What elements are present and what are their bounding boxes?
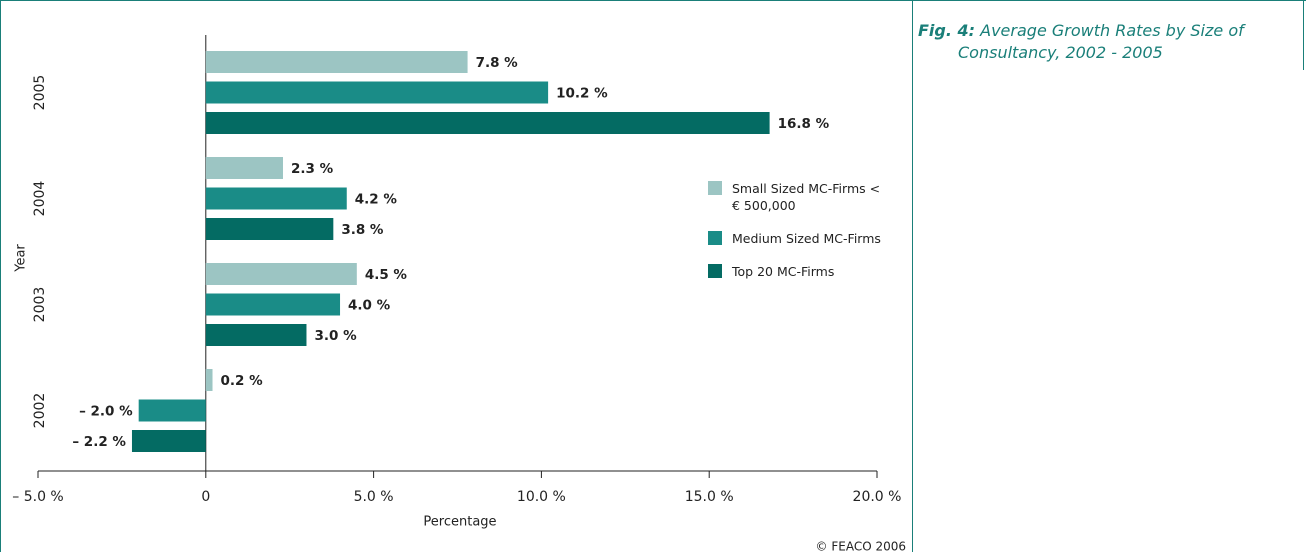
x-tick-label: 15.0 %: [685, 489, 734, 505]
source: © FEACO 2006: [816, 540, 906, 552]
value-label: 4.5 %: [365, 267, 408, 283]
value-label: 16.8 %: [778, 116, 830, 132]
value-label: – 2.0 %: [79, 404, 133, 420]
value-label: 2.3 %: [291, 161, 334, 177]
bar: [205, 187, 347, 210]
legend-label: Medium Sized MC-Firms: [732, 231, 881, 246]
y-axis-label: Year: [14, 244, 29, 273]
x-tick-label: 10.0 %: [517, 489, 566, 505]
value-label: – 2.2 %: [72, 434, 126, 450]
bar: [205, 369, 213, 391]
bar: [205, 157, 283, 179]
bar: [205, 81, 549, 104]
bar: [131, 430, 206, 452]
x-tick-label: 20.0 %: [853, 489, 902, 505]
y-tick-label: 2003: [32, 287, 48, 323]
chart-title: Average Growth Rates by Size of Consulta…: [958, 21, 1244, 62]
y-tick-label: 2004: [32, 181, 48, 217]
frame: [0, 0, 913, 552]
bar: [205, 112, 770, 134]
x-tick-label: 5.0 %: [354, 489, 394, 505]
bar: [138, 399, 206, 422]
bar: [205, 324, 307, 346]
y-tick-label: 2002: [32, 393, 48, 429]
x-axis-label: Percentage: [423, 515, 496, 530]
figure-label: Fig. 4:: [918, 21, 976, 40]
legend-label: Top 20 MC-Firms: [732, 264, 835, 279]
bar: [205, 218, 334, 240]
legend-item: Top 20 MC-Firms: [708, 263, 898, 280]
x-tick-label: – 5.0 %: [12, 489, 63, 505]
legend-item: Small Sized MC-Firms < € 500,000: [708, 180, 898, 214]
legend-label: Small Sized MC-Firms < € 500,000: [732, 181, 881, 213]
y-tick-label: 2005: [32, 75, 48, 111]
value-label: 10.2 %: [556, 86, 608, 102]
legend: Small Sized MC-Firms < € 500,000 Medium S…: [708, 180, 898, 296]
value-label: 3.8 %: [341, 222, 384, 238]
x-tick-label: 0: [201, 489, 210, 505]
value-label: 0.2 %: [221, 373, 264, 389]
legend-swatch: [708, 231, 722, 245]
value-label: 4.0 %: [348, 298, 391, 314]
value-label: 4.2 %: [355, 192, 398, 208]
bar: [205, 51, 468, 73]
legend-item: Medium Sized MC-Firms: [708, 230, 898, 247]
bar: [205, 293, 341, 316]
value-label: 3.0 %: [314, 328, 357, 344]
value-label: 7.8 %: [476, 55, 519, 71]
bar: [205, 263, 357, 285]
title: Fig. 4: Average Growth Rates by Size of …: [918, 20, 1306, 64]
legend-swatch: [708, 264, 722, 278]
legend-swatch: [708, 181, 722, 195]
